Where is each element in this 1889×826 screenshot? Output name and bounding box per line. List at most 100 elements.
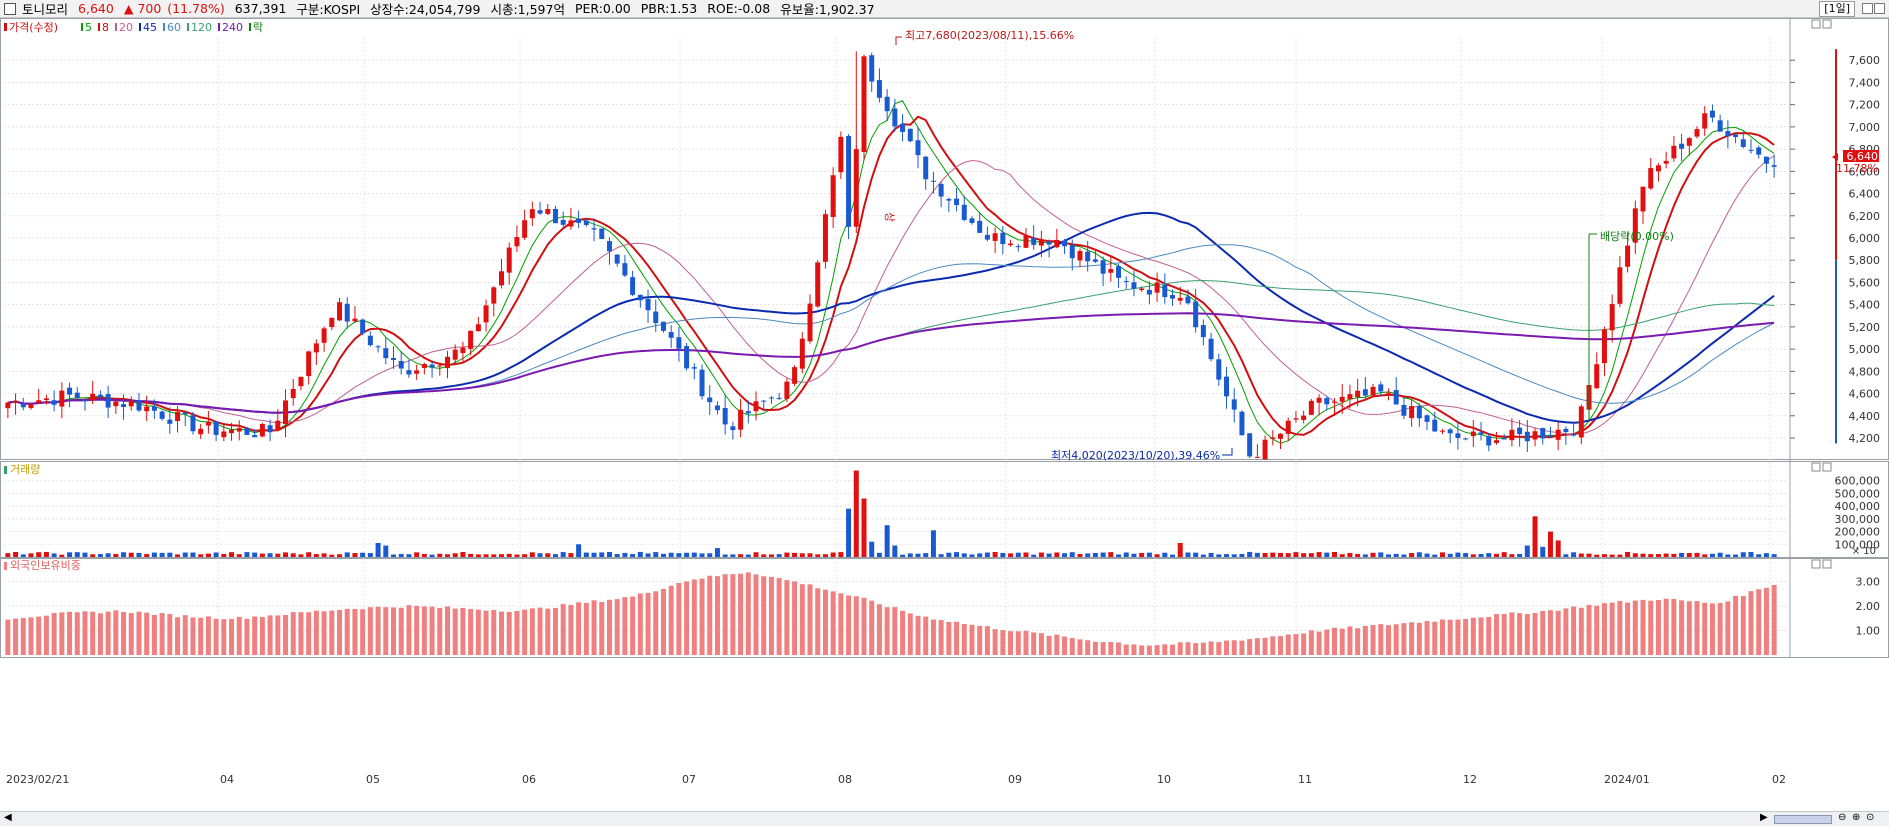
candle-body bbox=[337, 302, 343, 321]
candle-body bbox=[1385, 392, 1391, 394]
volume-bar bbox=[1486, 553, 1492, 557]
foreign-ratio-bar bbox=[1486, 617, 1492, 655]
price-tick-label: 7,400 bbox=[1849, 76, 1881, 89]
foreign-ratio-bar bbox=[969, 624, 975, 655]
foreign-ratio-bar bbox=[337, 610, 343, 655]
foreign-ratio-bar bbox=[853, 596, 859, 655]
candle-body bbox=[1293, 418, 1299, 420]
foreign-ratio-bar bbox=[1424, 621, 1430, 655]
candle-body bbox=[606, 241, 612, 252]
select-checkbox[interactable] bbox=[4, 2, 16, 15]
zoom-in-icon[interactable]: ⊕ bbox=[1852, 812, 1861, 823]
candle-body bbox=[1625, 245, 1631, 267]
candle-body bbox=[529, 209, 535, 219]
foreign-ratio-bar bbox=[923, 616, 929, 655]
candle-body bbox=[1517, 427, 1523, 435]
price-tick-label: 5,200 bbox=[1849, 321, 1881, 334]
candle-body bbox=[1393, 390, 1399, 405]
zoom-slider[interactable] bbox=[1774, 815, 1832, 824]
foreign-ratio-bar bbox=[1046, 635, 1052, 655]
foreign-ratio-bar bbox=[267, 615, 273, 655]
legend-item: 락 bbox=[253, 21, 263, 34]
candle-body bbox=[1655, 165, 1661, 172]
volume-bar bbox=[1193, 552, 1199, 557]
foreign-ratio-bar bbox=[1293, 634, 1299, 655]
period-selector[interactable]: [1일] bbox=[1819, 1, 1855, 17]
volume-bar bbox=[128, 552, 134, 557]
x-axis-label: 12 bbox=[1463, 773, 1477, 786]
zoom-out-icon[interactable]: ⊖ bbox=[1838, 812, 1847, 823]
legend-swatch bbox=[249, 23, 251, 31]
volume-bar bbox=[1200, 554, 1206, 557]
foreign-ratio-bar bbox=[452, 608, 458, 655]
volume-bar bbox=[923, 553, 929, 557]
candle-body bbox=[1254, 456, 1260, 458]
foreign-ratio-bar bbox=[1686, 601, 1692, 655]
foreign-ratio-bar bbox=[1254, 638, 1260, 655]
trade-volume: 637,391 bbox=[234, 1, 287, 16]
close-icon[interactable] bbox=[1874, 3, 1885, 14]
candle-body bbox=[1054, 239, 1060, 248]
candle-body bbox=[1008, 243, 1014, 246]
foreign-ratio-bar bbox=[1224, 640, 1230, 655]
candle-body bbox=[221, 431, 227, 438]
volume-bar bbox=[776, 554, 782, 557]
chart-axes: 4,200 4,400 4,600 4,800 5,000 5,200 5,400 5,600… bbox=[6, 49, 1880, 786]
candle-body bbox=[1224, 376, 1230, 397]
candle-body bbox=[167, 419, 173, 424]
stock-chart[interactable]: 4,200 4,400 4,600 4,800 5,000 5,200 5,400 5,600… bbox=[0, 18, 1889, 811]
volume-bar bbox=[846, 508, 852, 557]
market-cap: 시총:1,597억 bbox=[490, 2, 565, 17]
foreign-ratio-bar bbox=[614, 599, 620, 655]
candle-body bbox=[5, 402, 11, 409]
price-tick-label: 5,800 bbox=[1849, 254, 1881, 267]
volume-bar bbox=[1116, 554, 1122, 557]
volume-bar bbox=[67, 552, 73, 557]
x-axis-label: 10 bbox=[1157, 773, 1171, 786]
panel-close-icon bbox=[1822, 462, 1832, 472]
foreign-ratio-bar bbox=[1100, 642, 1106, 655]
foreign-ratio-bar bbox=[1355, 628, 1361, 655]
candle-body bbox=[591, 228, 597, 230]
volume-bar bbox=[1023, 552, 1029, 557]
candle-body bbox=[452, 349, 458, 360]
volume-bar bbox=[414, 552, 420, 557]
candle-body bbox=[67, 387, 73, 395]
foreign-ratio-bar bbox=[1409, 622, 1415, 655]
volume-bar bbox=[252, 552, 258, 557]
volume-bar bbox=[1432, 554, 1438, 557]
foreign-ratio-bar bbox=[90, 611, 96, 655]
volume-bar bbox=[136, 552, 142, 557]
candle-body bbox=[1617, 267, 1623, 304]
candle-body bbox=[90, 393, 96, 401]
volume-bar bbox=[1000, 552, 1006, 557]
volume-bar bbox=[1524, 545, 1530, 557]
candle-body bbox=[329, 317, 335, 327]
foreign-ratio-bar bbox=[799, 584, 805, 655]
candle-body bbox=[1409, 406, 1415, 419]
volume-bar bbox=[82, 552, 88, 557]
foreign-ratio-bar bbox=[1154, 645, 1160, 655]
foreign-ratio-bar bbox=[846, 595, 852, 655]
candle-body bbox=[1447, 429, 1453, 434]
volume-bar bbox=[1470, 554, 1476, 557]
zoom-fit-icon[interactable]: ⊙ bbox=[1866, 812, 1875, 823]
volume-bar bbox=[1177, 543, 1183, 557]
volume-bar bbox=[1347, 552, 1353, 557]
foreign-ratio-bar bbox=[5, 619, 11, 655]
price-tick-label: 7,000 bbox=[1849, 121, 1881, 134]
foreign-ratio-bar bbox=[352, 608, 358, 655]
volume-bar bbox=[283, 552, 289, 557]
scroll-left-icon[interactable]: ◀ bbox=[4, 812, 12, 823]
restore-icon[interactable] bbox=[1862, 3, 1873, 14]
scroll-right-icon[interactable]: ▶ bbox=[1760, 812, 1768, 823]
foreign-ratio-bar bbox=[1262, 637, 1268, 655]
scroll-bar[interactable]: ◀ ▶ ⊖ ⊕ ⊙ bbox=[0, 811, 1889, 826]
volume-bar bbox=[653, 552, 659, 557]
foreign-ratio-bar bbox=[1478, 617, 1484, 655]
foreign-ratio-bar bbox=[1085, 640, 1091, 655]
foreign-ratio-bar bbox=[1463, 618, 1469, 655]
candle-body bbox=[1463, 438, 1469, 440]
candle-body bbox=[730, 426, 736, 431]
foreign-ratio-bar bbox=[1123, 644, 1129, 655]
